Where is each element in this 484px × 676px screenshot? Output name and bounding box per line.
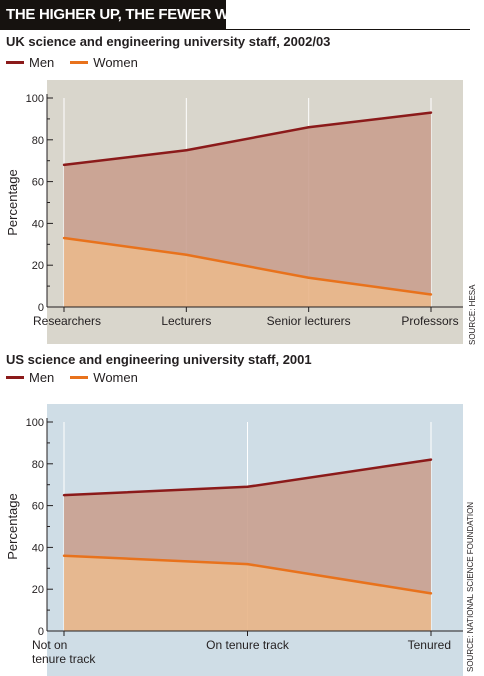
women-swatch-icon [70,376,89,379]
uk-legend-women: Women [70,55,138,70]
us-x-tick-label-line: On tenure track [206,638,290,652]
uk-women-point [62,236,66,240]
us-legend-women-label: Women [93,370,138,385]
uk-men-area [64,112,431,295]
us-men-area [64,459,431,594]
men-swatch-icon [6,61,24,64]
uk-legend-men: Men [6,55,54,70]
uk-men-line [63,111,432,167]
us-x-tick-label: Tenured [408,638,451,652]
uk-x-tick-label: Lecturers [161,314,211,328]
us-x-tick-label-line: tenure track [32,652,96,666]
uk-legend: Men Women [6,55,154,70]
us-women-point [246,562,249,566]
uk-x-tick-label: Professors [401,314,458,328]
page-title: THE HIGHER UP, THE FEWER WOMEN [0,0,273,30]
us-women-area [64,555,431,631]
uk-y-axis-label: Percentage [5,169,20,236]
uk-y-tick-label: 100 [26,93,44,105]
uk-chart: 0 20 40 60 80 100 Researchers Lecturers Senior l… [5,80,463,344]
uk-y-tick-label: 40 [32,218,44,230]
uk-women-line [63,236,432,296]
uk-women-point [185,253,188,256]
uk-source: SOURCE: HESA [468,284,477,345]
us-chart: 0 20 40 60 80 100 Not on tenure track On tenure … [5,404,463,676]
title-rule [0,29,470,30]
uk-x-tick-label-line: Lecturers [161,314,211,328]
us-women-point [429,592,433,595]
us-y-tick-label: 60 [32,501,44,513]
us-x-tick-label-line: Not on [32,638,67,652]
uk-legend-men-label: Men [29,55,55,70]
men-swatch-icon [6,376,24,379]
uk-men-point [429,111,433,114]
us-y-tick-label: 100 [26,417,44,429]
women-swatch-icon [70,61,89,64]
uk-legend-women-label: Women [93,55,138,70]
us-source: SOURCE: NATIONAL SCIENCE FOUNDATION [466,501,475,672]
us-y-tick-label: 20 [32,584,44,596]
uk-women-area [64,238,431,307]
uk-women-point [307,276,310,279]
us-women-point [62,554,66,557]
us-legend-men: Men [6,370,54,385]
us-y-tick-label: 0 [38,626,44,638]
uk-x-tick-label-line: Professors [401,314,458,328]
us-chart-title: US science and engineering university st… [6,352,312,367]
uk-men-point [62,163,66,167]
us-legend-men-label: Men [29,370,55,385]
us-legend: Men Women [6,370,154,385]
uk-y-tick-label: 20 [32,260,44,272]
uk-men-point [307,126,310,129]
uk-women-point [429,293,433,296]
us-x-tick-label: On tenure track [206,638,290,652]
us-x-tick-label: Not on tenure track [32,638,96,666]
uk-y-tick-label: 80 [32,135,44,147]
uk-chart-title: UK science and engineering university st… [6,34,331,49]
us-men-point [62,493,66,497]
uk-x-tick-label: Researchers [33,314,101,328]
us-x-tick-label-line: Tenured [408,638,451,652]
uk-y-tick-label: 60 [32,177,44,189]
uk-x-tick-label-line: Senior lecturers [267,314,351,328]
us-y-tick-label: 80 [32,459,44,471]
uk-men-point [185,149,188,152]
us-y-axis-label: Percentage [5,493,20,560]
us-men-point [246,485,249,488]
uk-x-tick-label: Senior lecturers [267,314,351,328]
us-y-tick-label: 40 [32,542,44,554]
uk-x-tick-label-line: Researchers [33,314,101,328]
us-legend-women: Women [70,370,138,385]
uk-y-tick-label: 0 [38,302,44,314]
us-men-point [429,458,433,461]
